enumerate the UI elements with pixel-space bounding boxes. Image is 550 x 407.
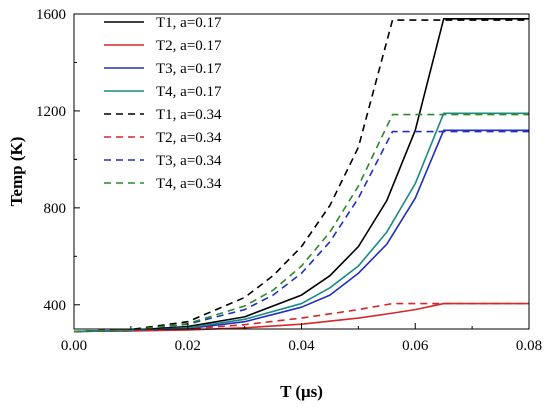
y-tick-label: 800	[44, 201, 67, 217]
legend-label: T1, a=0.34	[156, 107, 222, 123]
x-tick-label: 0.02	[175, 338, 201, 354]
series-line-5	[73, 19, 529, 333]
legend-label: T3, a=0.17	[156, 61, 222, 77]
x-axis-title: T (μs)	[280, 382, 323, 401]
y-tick-label: 400	[44, 298, 67, 314]
legend-label: T2, a=0.34	[156, 130, 222, 146]
y-tick-label: 1600	[36, 7, 66, 23]
x-tick-label: 0.06	[402, 338, 429, 354]
plot-frame	[73, 13, 530, 330]
ticks-layer: 0.00 0.02 0.04 0.06 0.08 400 800 1200 1600	[36, 7, 542, 354]
series-line-6	[73, 302, 529, 333]
series-layer	[73, 18, 529, 333]
y-tick-label: 1200	[36, 104, 66, 120]
series-line-7	[73, 130, 529, 333]
x-tick-label: 0.08	[516, 338, 542, 354]
x-tick-label: 0.04	[288, 338, 315, 354]
legend-label: T4, a=0.34	[156, 176, 222, 192]
series-line-4	[73, 112, 529, 333]
legend-label: T3, a=0.34	[156, 153, 222, 169]
legend-label: T1, a=0.17	[156, 15, 222, 31]
series-line-8	[73, 113, 529, 333]
legend-label: T4, a=0.17	[156, 84, 222, 100]
series-line-1	[73, 18, 529, 333]
legend-label: T2, a=0.17	[156, 38, 222, 54]
y-axis-title: Temp (K)	[7, 137, 26, 207]
x-tick-label: 0.00	[61, 338, 87, 354]
legend: T1, a=0.17 T2, a=0.17 T3, a=0.17 T4, a=0.17…	[104, 15, 222, 192]
